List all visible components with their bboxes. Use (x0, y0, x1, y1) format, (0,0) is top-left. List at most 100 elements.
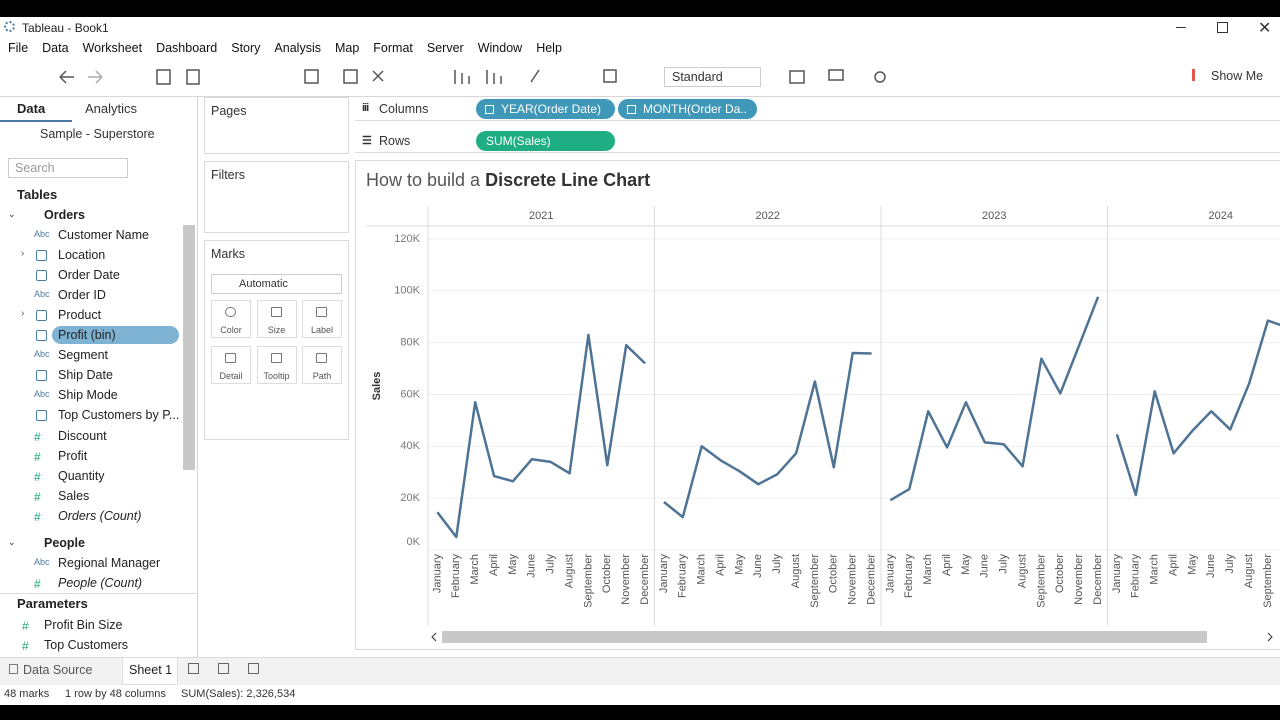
new-worksheet[interactable] (188, 663, 199, 674)
show-me[interactable]: Show Me (1211, 69, 1264, 83)
field[interactable]: Discount (58, 428, 107, 443)
data-source-icon (9, 664, 18, 674)
pill[interactable] (476, 99, 615, 119)
pill-label[interactable]: YEAR(Order Date) (501, 102, 602, 116)
x-tick-label: December (639, 554, 651, 605)
table-name[interactable]: People (44, 536, 85, 550)
mark-button[interactable] (211, 300, 251, 338)
field[interactable]: Regional Manager (58, 556, 161, 570)
mark-button[interactable] (302, 300, 342, 338)
mark-button[interactable] (256, 346, 297, 384)
letterbox-bottom (0, 705, 1280, 720)
new-sheet[interactable] (304, 69, 319, 84)
x-tick-label: June (979, 554, 991, 578)
sort-asc[interactable] (454, 70, 470, 84)
tab-analytics[interactable]: Analytics (85, 101, 138, 116)
field[interactable]: Quantity (58, 468, 105, 483)
scroll-arrows[interactable] (431, 632, 1273, 642)
clear[interactable] (372, 70, 384, 82)
marks-card (204, 240, 349, 440)
x-tick-label: February (677, 554, 689, 599)
field[interactable]: Profit (bin) (58, 328, 116, 342)
field[interactable]: Sales (58, 488, 90, 503)
back[interactable] (59, 70, 74, 84)
new-dashboard[interactable] (218, 663, 229, 674)
new-data[interactable] (186, 69, 200, 85)
year-header: 2022 (756, 210, 780, 222)
menu-bar: File Data Worksheet Dashboard Story Analysis M… (8, 41, 562, 55)
expand-arrow[interactable]: › (21, 248, 25, 259)
menu-item[interactable]: Map (334, 41, 360, 55)
x-tick-label: April (1167, 554, 1179, 576)
x-tick-label: November (1073, 554, 1085, 605)
menu-item[interactable]: Format (373, 41, 413, 55)
minimize[interactable] (1176, 27, 1186, 28)
mark-button-label: Path (312, 371, 332, 381)
rows-label: Rows (379, 134, 411, 148)
new-story[interactable] (248, 663, 259, 674)
restore[interactable] (1217, 22, 1228, 33)
scrollbar[interactable] (183, 225, 195, 470)
menu-item[interactable]: Analysis (274, 41, 321, 55)
data-source-tab[interactable]: Data Source (23, 663, 93, 677)
pill[interactable] (618, 99, 757, 119)
mark-button-label: Color (220, 325, 242, 335)
close[interactable]: ✕ (1258, 20, 1272, 37)
tab-data[interactable]: Data (17, 101, 46, 116)
field[interactable]: People (Count) (58, 576, 143, 590)
share[interactable] (874, 71, 886, 83)
pill[interactable] (476, 131, 615, 151)
field[interactable]: Order Date (58, 268, 120, 282)
mark-button[interactable] (302, 346, 342, 384)
menu-item[interactable]: Story (231, 41, 261, 55)
view-cards[interactable] (789, 70, 805, 84)
menu-item[interactable]: Dashboard (156, 41, 218, 55)
h-scrollbar[interactable] (442, 631, 1207, 643)
data-source[interactable]: Sample - Superstore (40, 127, 155, 141)
save[interactable] (156, 69, 171, 85)
line (1115, 319, 1280, 497)
x-tick-label: March (1149, 554, 1161, 585)
fit-dropdown[interactable]: Standard (664, 67, 761, 87)
table-toggle[interactable]: ⌄ (8, 537, 16, 547)
forward[interactable] (88, 70, 103, 84)
x-tick-label: June (526, 554, 538, 578)
menu-item[interactable]: Data (42, 41, 69, 55)
sort-desc[interactable] (486, 70, 502, 84)
field[interactable]: Profit (58, 448, 88, 463)
pill-label[interactable]: SUM(Sales) (486, 134, 551, 148)
menu-item[interactable]: Server (426, 41, 464, 55)
label-toggle[interactable] (603, 69, 617, 83)
mark-button[interactable] (256, 300, 297, 338)
menu-item[interactable]: Window (477, 41, 523, 55)
menu-item[interactable]: Help (536, 41, 562, 55)
search-box[interactable]: Search (8, 158, 128, 178)
mark-button-label: Detail (219, 371, 243, 381)
field[interactable]: Product (58, 308, 102, 322)
presentation[interactable] (828, 69, 844, 81)
parameter[interactable]: Top Customers (44, 638, 129, 652)
x-tick-label: April (714, 554, 726, 576)
mark-button[interactable] (211, 346, 251, 384)
highlight[interactable] (530, 69, 540, 83)
field[interactable]: Orders (Count) (58, 508, 142, 523)
menu-item[interactable]: Worksheet (82, 41, 143, 55)
field[interactable]: Ship Mode (58, 388, 118, 402)
field[interactable]: Segment (58, 348, 109, 362)
field[interactable]: Top Customers by P... (58, 408, 180, 422)
table-name[interactable]: Orders (44, 208, 85, 222)
menu-item[interactable]: File (8, 41, 29, 55)
field[interactable]: Location (58, 248, 106, 262)
field[interactable]: Order ID (58, 288, 106, 302)
x-tick-label: January (884, 554, 896, 594)
duplicate[interactable] (343, 69, 358, 84)
expand-arrow[interactable]: › (21, 308, 25, 319)
field[interactable]: Customer Name (58, 228, 149, 242)
tables-heading: Tables (17, 187, 58, 202)
parameter[interactable]: Profit Bin Size (44, 618, 123, 632)
pill-label[interactable]: MONTH(Order Da.. (643, 102, 748, 116)
field[interactable]: Ship Date (58, 368, 113, 382)
table-toggle[interactable]: ⌄ (8, 209, 16, 219)
mark-type[interactable]: Automatic (211, 274, 342, 294)
sheet-tab[interactable]: Sheet 1 (129, 663, 173, 677)
